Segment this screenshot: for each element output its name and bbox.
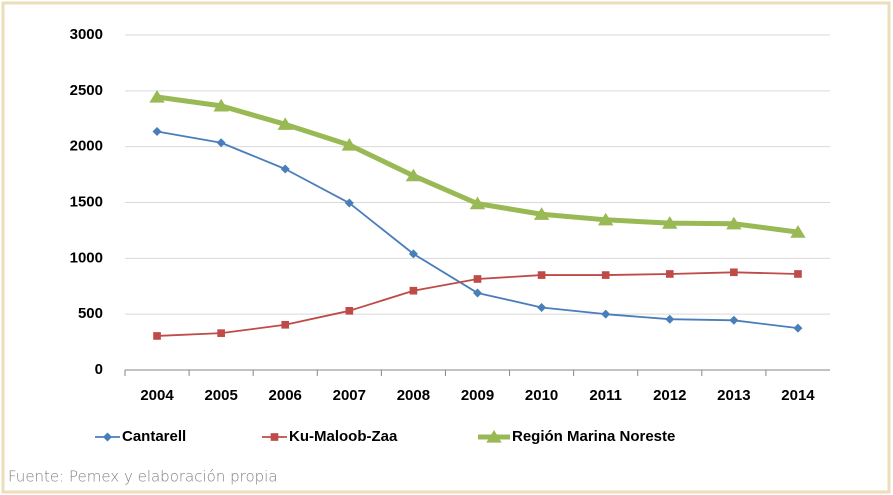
y-tick-label: 1000 [70,249,103,266]
marker [341,137,358,151]
marker [216,138,226,148]
marker [277,117,293,130]
x-tick-label: 2011 [589,387,622,404]
x-tick-label: 2007 [333,387,366,404]
x-tick-label: 2006 [269,387,302,404]
x-tick-label: 2013 [717,387,750,404]
legend-marker [103,432,112,442]
marker [790,225,806,238]
y-tick-label: 2000 [70,138,103,155]
marker [344,198,354,208]
legend-label: Región Marina Noreste [512,428,675,445]
marker [537,271,546,279]
x-tick-label: 2010 [525,387,558,404]
marker [213,98,229,112]
marker [152,126,162,136]
marker [601,271,610,279]
y-tick-label: 0 [95,361,103,378]
marker [537,302,547,312]
y-tick-label: 3000 [70,26,103,43]
marker [153,332,161,340]
marker [726,216,742,230]
x-tick-label: 2014 [781,387,815,404]
marker [281,320,290,329]
marker [473,288,482,298]
x-tick-label: 2012 [653,387,686,404]
x-tick-label: 2009 [461,387,494,404]
marker [730,268,738,277]
legend-marker [486,430,502,443]
marker [408,249,418,259]
x-tick-label: 2004 [140,387,174,404]
marker [469,196,486,210]
y-tick-label: 1500 [70,193,103,210]
marker [601,309,611,319]
marker [473,275,482,283]
marker [665,314,675,324]
marker [405,168,422,182]
marker [662,216,678,229]
y-tick-label: 2500 [70,82,103,99]
marker [345,306,354,315]
legend-label: Ku-Maloob-Zaa [289,428,398,445]
marker [533,207,550,220]
marker [665,270,674,278]
source-note: Fuente: Pemex y elaboración propia [8,468,278,486]
legend-label: Cantarell [122,428,186,445]
marker [597,212,614,226]
x-tick-label: 2008 [397,387,430,404]
marker [729,315,739,325]
y-tick-label: 500 [78,305,103,322]
x-tick-label: 2005 [204,387,237,404]
marker [149,89,165,103]
marker [794,270,802,278]
marker [409,286,418,295]
marker [217,329,225,337]
marker [793,323,803,333]
marker [280,164,290,174]
legend-marker [270,433,279,441]
